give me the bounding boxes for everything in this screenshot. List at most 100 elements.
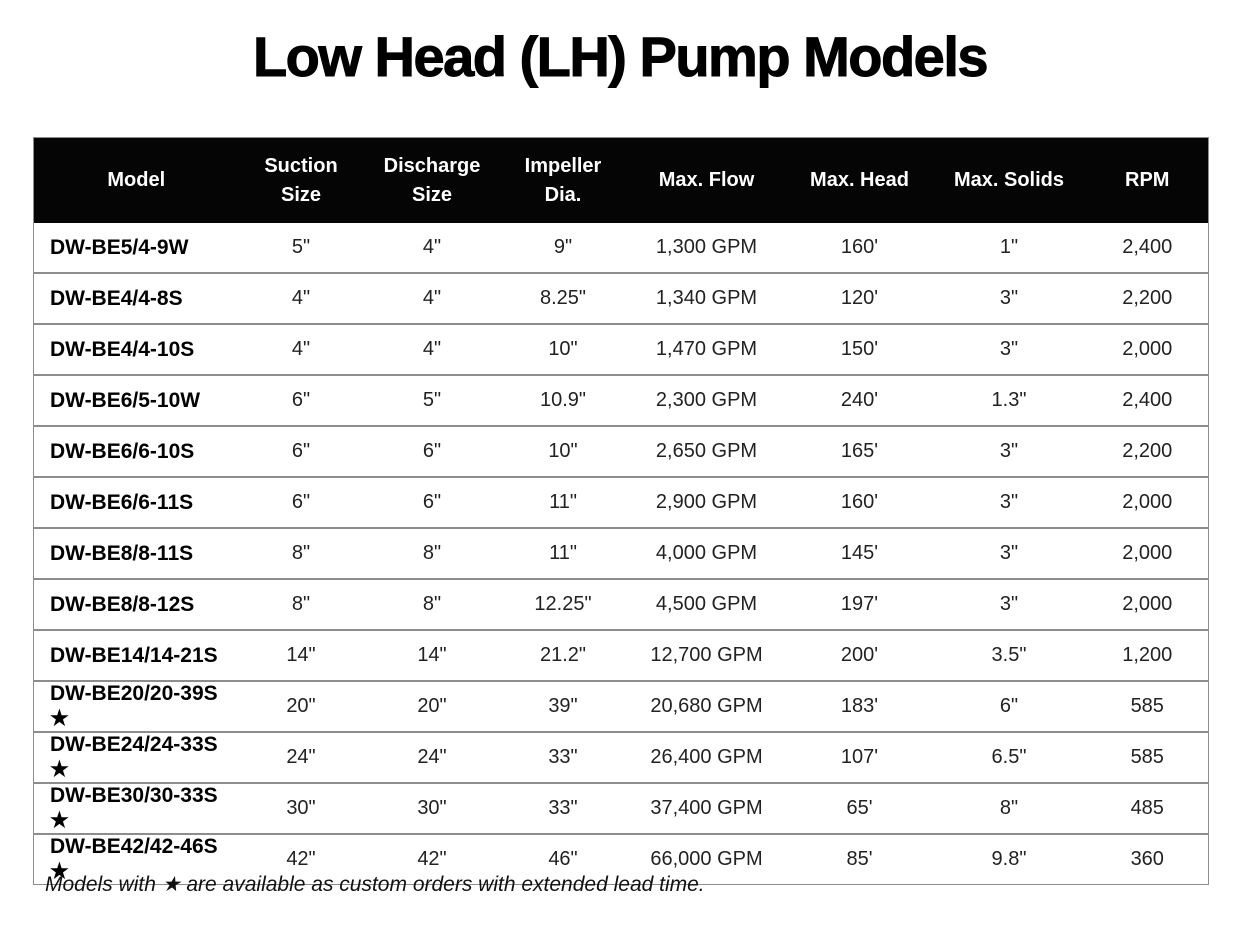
cell-discharge: 30" [363,782,501,834]
cell-model: DW-BE20/20-39S ★ [33,680,239,732]
cell-suction: 4" [238,323,364,375]
cell-suction: 42" [238,833,364,885]
pump-table-container: Model Suction Size Discharge Size Impeller … [33,137,1209,885]
cell-model: DW-BE4/4-8S [33,272,239,324]
cell-suction: 6" [238,476,364,528]
cell-impeller: 46" [500,833,626,885]
cell-discharge: 4" [363,272,501,324]
cell-model: DW-BE14/14-21S [33,629,239,681]
cell-suction: 30" [238,782,364,834]
cell-suction: 8" [238,578,364,630]
column-header-model: Model [33,137,239,223]
table-row: DW-BE14/14-21S 14" 14" 21.2" 12,700 GPM 200' 3… [33,629,1209,681]
cell-impeller: 11" [500,476,626,528]
cell-impeller: 8.25" [500,272,626,324]
cell-rpm: 2,200 [1086,425,1209,477]
column-header-impeller: Impeller Dia. [500,137,626,223]
pump-models-table: Model Suction Size Discharge Size Impeller … [33,137,1209,885]
cell-max_solids: 3" [931,272,1087,324]
cell-max_head: 160' [787,476,932,528]
cell-max_solids: 3" [931,323,1087,375]
cell-suction: 8" [238,527,364,579]
cell-max_solids: 1.3" [931,374,1087,426]
table-row: DW-BE8/8-12S 8" 8" 12.25" 4,500 GPM 197' 3" 2,0… [33,578,1209,630]
cell-max_flow: 12,700 GPM [625,629,788,681]
cell-max_flow: 2,900 GPM [625,476,788,528]
column-header-max_head: Max. Head [787,137,932,223]
cell-rpm: 1,200 [1086,629,1209,681]
cell-max_flow: 37,400 GPM [625,782,788,834]
cell-rpm: 2,000 [1086,323,1209,375]
cell-discharge: 4" [363,323,501,375]
cell-impeller: 33" [500,782,626,834]
column-header-max_flow: Max. Flow [625,137,788,223]
cell-impeller: 11" [500,527,626,579]
cell-max_head: 145' [787,527,932,579]
column-header-suction: Suction Size [238,137,364,223]
cell-rpm: 585 [1086,680,1209,732]
cell-rpm: 360 [1086,833,1209,885]
cell-rpm: 2,000 [1086,476,1209,528]
cell-max_flow: 1,300 GPM [625,223,788,273]
cell-max_flow: 1,340 GPM [625,272,788,324]
cell-model: DW-BE8/8-12S [33,578,239,630]
table-row: DW-BE24/24-33S ★ 24" 24" 33" 26,400 GPM 107' 6… [33,731,1209,783]
cell-discharge: 20" [363,680,501,732]
table-row: DW-BE4/4-8S 4" 4" 8.25" 1,340 GPM 120' 3" 2,200 [33,272,1209,324]
cell-model: DW-BE30/30-33S ★ [33,782,239,834]
cell-max_head: 183' [787,680,932,732]
cell-rpm: 2,400 [1086,374,1209,426]
cell-max_flow: 4,000 GPM [625,527,788,579]
cell-max_head: 65' [787,782,932,834]
cell-max_solids: 6.5" [931,731,1087,783]
cell-suction: 5" [238,223,364,273]
table-row: DW-BE5/4-9W 5" 4" 9" 1,300 GPM 160' 1" 2,400 [33,223,1209,273]
cell-max_head: 107' [787,731,932,783]
cell-impeller: 33" [500,731,626,783]
cell-discharge: 42" [363,833,501,885]
cell-max_flow: 1,470 GPM [625,323,788,375]
cell-max_head: 160' [787,223,932,273]
cell-max_solids: 3" [931,578,1087,630]
table-row: DW-BE6/6-10S 6" 6" 10" 2,650 GPM 165' 3" 2,200 [33,425,1209,477]
cell-impeller: 12.25" [500,578,626,630]
cell-model: DW-BE6/6-11S [33,476,239,528]
column-header-max_solids: Max. Solids [931,137,1087,223]
cell-max_solids: 3.5" [931,629,1087,681]
cell-max_head: 240' [787,374,932,426]
cell-suction: 6" [238,374,364,426]
cell-max_solids: 3" [931,425,1087,477]
cell-model: DW-BE6/6-10S [33,425,239,477]
table-row: DW-BE8/8-11S 8" 8" 11" 4,000 GPM 145' 3" 2,000 [33,527,1209,579]
cell-rpm: 2,000 [1086,578,1209,630]
cell-model: DW-BE6/5-10W [33,374,239,426]
cell-max_head: 200' [787,629,932,681]
table-row: DW-BE4/4-10S 4" 4" 10" 1,470 GPM 150' 3" 2,000 [33,323,1209,375]
cell-model: DW-BE8/8-11S [33,527,239,579]
cell-max_head: 165' [787,425,932,477]
cell-impeller: 21.2" [500,629,626,681]
cell-max_flow: 4,500 GPM [625,578,788,630]
cell-discharge: 24" [363,731,501,783]
cell-max_head: 150' [787,323,932,375]
cell-rpm: 485 [1086,782,1209,834]
cell-max_solids: 3" [931,527,1087,579]
column-header-rpm: RPM [1086,137,1209,223]
cell-impeller: 39" [500,680,626,732]
cell-max_flow: 20,680 GPM [625,680,788,732]
cell-model: DW-BE24/24-33S ★ [33,731,239,783]
table-row: DW-BE42/42-46S ★ 42" 42" 46" 66,000 GPM 85' 9.… [33,833,1209,885]
cell-suction: 14" [238,629,364,681]
cell-impeller: 9" [500,223,626,273]
cell-rpm: 2,000 [1086,527,1209,579]
cell-discharge: 5" [363,374,501,426]
cell-max_solids: 9.8" [931,833,1087,885]
cell-max_flow: 66,000 GPM [625,833,788,885]
footnote: Models with ★ are available as custom or… [45,873,705,896]
cell-max_flow: 26,400 GPM [625,731,788,783]
table-head: Model Suction Size Discharge Size Impeller … [33,137,1209,223]
cell-impeller: 10.9" [500,374,626,426]
table-body: DW-BE5/4-9W 5" 4" 9" 1,300 GPM 160' 1" 2,400 DW-… [33,223,1209,885]
cell-discharge: 8" [363,578,501,630]
